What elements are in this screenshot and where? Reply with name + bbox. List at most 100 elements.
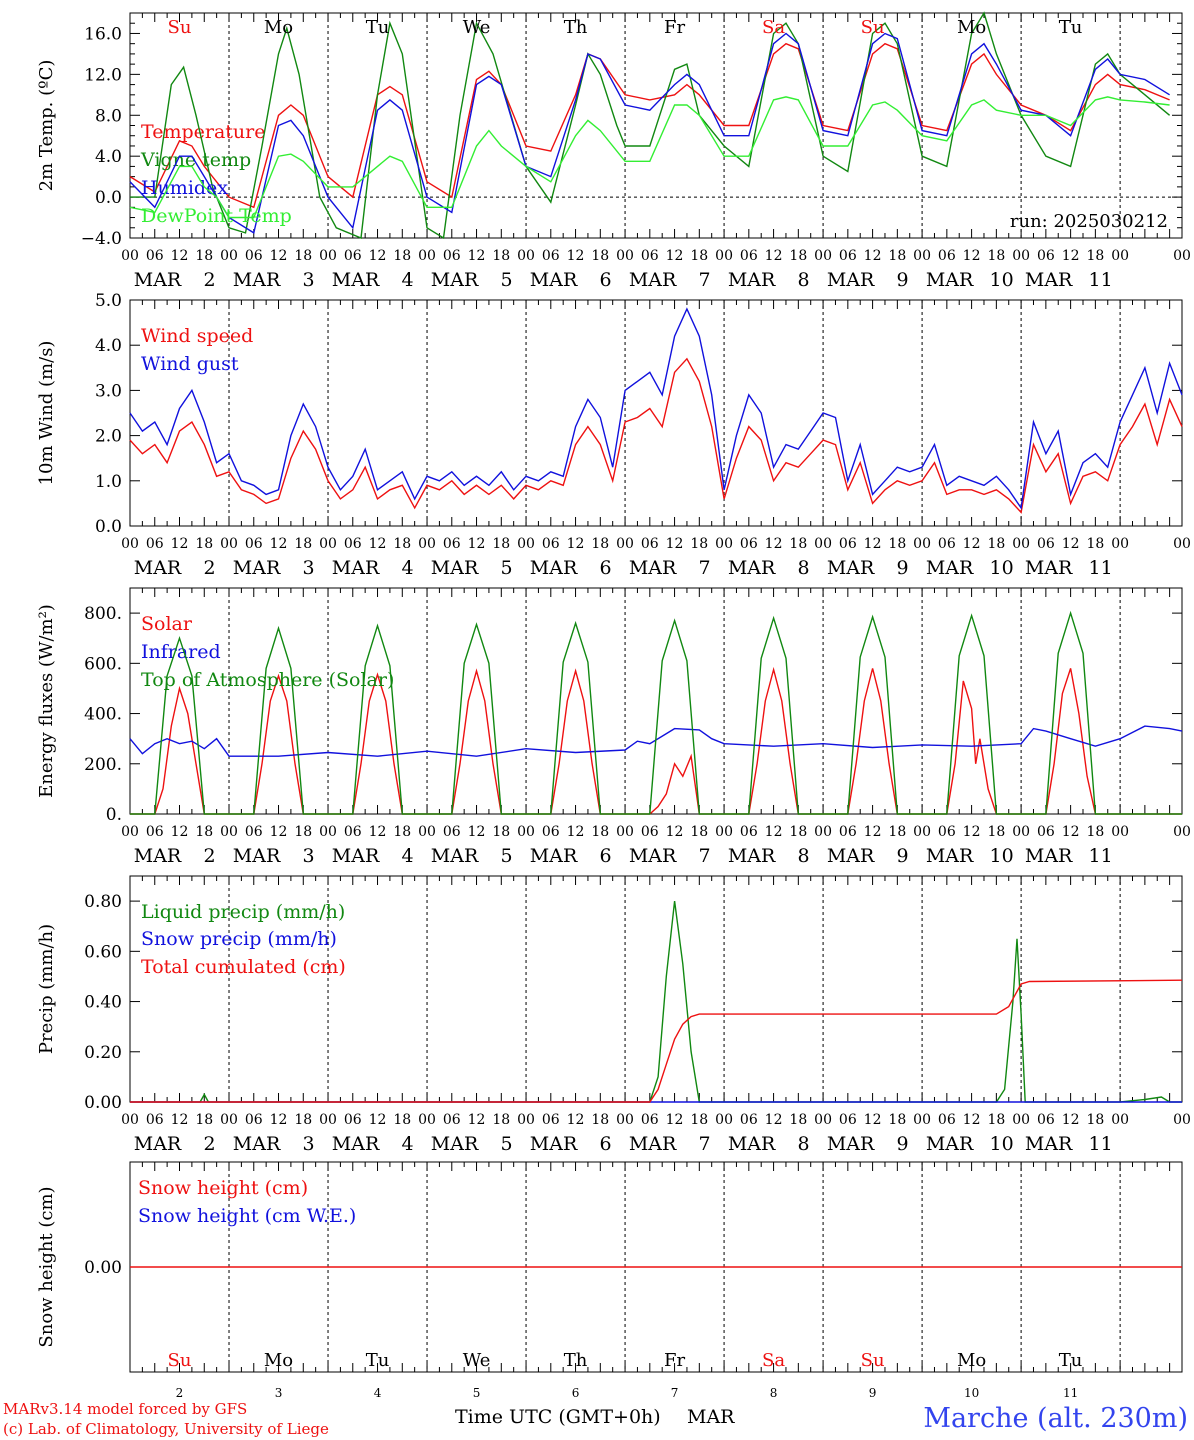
day-name-label: We <box>463 17 491 38</box>
x-date-label: 5 <box>500 1133 512 1155</box>
x-date-label: 2 <box>176 1386 184 1400</box>
x-hour-label: 18 <box>591 824 609 840</box>
day-name-label: Sa <box>762 17 785 38</box>
x-hour-label: 06 <box>542 536 560 552</box>
x-hour-label: 18 <box>195 824 213 840</box>
x-date-label: 3 <box>302 269 314 291</box>
x-month-label: MAR <box>1025 269 1073 291</box>
y-tick-label: 600. <box>84 654 122 674</box>
day-name-label: Tu <box>366 17 390 38</box>
x-month-label: MAR <box>431 1133 479 1155</box>
x-hour-label: 00 <box>1173 824 1191 840</box>
x-hour-label: 00 <box>1012 536 1030 552</box>
x-hour-label: 12 <box>171 824 189 840</box>
day-name-label: Sa <box>762 1350 785 1371</box>
x-date-label: 8 <box>798 845 810 867</box>
run-label: run: 2025030212 <box>1010 211 1168 232</box>
x-month-label: MAR <box>629 557 677 579</box>
x-hour-label: 12 <box>765 536 783 552</box>
x-month-label: MAR <box>134 557 182 579</box>
x-hour-label: 12 <box>765 1112 783 1128</box>
y-tick-label: 200. <box>84 755 122 775</box>
day-name-label: Th <box>564 17 588 38</box>
x-hour-label: 12 <box>864 248 882 264</box>
x-hour-label: 00 <box>1111 824 1129 840</box>
day-name-label: Mo <box>957 17 986 38</box>
x-hour-label: 18 <box>492 1112 510 1128</box>
x-hour-label: 12 <box>1062 536 1080 552</box>
x-month-label: MAR <box>926 1133 974 1155</box>
x-hour-label: 12 <box>567 824 585 840</box>
x-date-label: 7 <box>699 557 711 579</box>
x-hour-label: 06 <box>740 536 758 552</box>
x-month-label: MAR <box>1025 557 1073 579</box>
series-line-temperature <box>129 42 1170 209</box>
x-hour-label: 12 <box>369 536 387 552</box>
y-tick-label: 2.0 <box>95 427 122 447</box>
y-tick-label: 0.00 <box>84 1258 122 1278</box>
x-month-label: MAR <box>530 557 578 579</box>
x-date-label: 6 <box>572 1386 580 1400</box>
x-hour-label: 00 <box>121 248 139 264</box>
x-hour-label: 18 <box>393 248 411 264</box>
y-tick-label: 0.60 <box>84 942 122 962</box>
y-tick-label: 800. <box>84 604 122 624</box>
x-hour-label: 06 <box>443 248 461 264</box>
x-hour-label: 06 <box>839 824 857 840</box>
x-hour-label: 00 <box>517 536 535 552</box>
x-date-label: 3 <box>302 845 314 867</box>
x-hour-label: 00 <box>418 248 436 264</box>
x-hour-label: 18 <box>393 824 411 840</box>
y-tick-label: 0.80 <box>84 892 122 912</box>
x-month-label: MAR <box>431 269 479 291</box>
day-name-label: We <box>463 1350 491 1371</box>
x-date-label: 6 <box>600 845 612 867</box>
x-hour-label: 12 <box>468 248 486 264</box>
x-hour-label: 18 <box>888 1112 906 1128</box>
x-hour-label: 06 <box>641 248 659 264</box>
x-date-label: 4 <box>374 1386 382 1400</box>
x-hour-label: 00 <box>616 536 634 552</box>
x-hour-label: 18 <box>690 824 708 840</box>
x-hour-label: 00 <box>616 248 634 264</box>
x-date-label: 9 <box>897 269 909 291</box>
x-hour-label: 00 <box>913 536 931 552</box>
x-date-label: 6 <box>600 1133 612 1155</box>
x-month-label: MAR <box>431 557 479 579</box>
x-hour-label: 12 <box>666 536 684 552</box>
legend-entry: Total cumulated (cm) <box>141 956 346 978</box>
x-hour-label: 00 <box>220 536 238 552</box>
x-month-label: MAR <box>629 1133 677 1155</box>
x-month-label: MAR <box>332 269 380 291</box>
x-hour-label: 06 <box>938 824 956 840</box>
series-line-wind-speed <box>129 357 1183 514</box>
x-date-label: 9 <box>897 845 909 867</box>
x-hour-label: 06 <box>839 536 857 552</box>
x-hour-label: 06 <box>245 536 263 552</box>
x-hour-label: 06 <box>542 1112 560 1128</box>
x-hour-label: 06 <box>1037 1112 1055 1128</box>
x-hour-label: 00 <box>1111 1112 1129 1128</box>
panel-5: 0.00 Snow height (cm) Snow height (cm) Snow… <box>36 1161 1183 1400</box>
day-name-label: Fr <box>664 1350 685 1371</box>
x-hour-label: 12 <box>468 1112 486 1128</box>
x-month-label: MAR <box>827 557 875 579</box>
x-hour-label: 00 <box>517 248 535 264</box>
x-hour-label: 00 <box>913 1112 931 1128</box>
x-hour-label: 18 <box>987 1112 1005 1128</box>
x-date-label: 11 <box>1089 1133 1113 1155</box>
legend-entry: DewPoint Temp <box>141 205 292 227</box>
x-hour-label: 18 <box>294 248 312 264</box>
x-hour-label: 06 <box>1037 248 1055 264</box>
series-line-vigne-temp <box>130 11 1171 240</box>
x-month-label: MAR <box>332 845 380 867</box>
x-hour-label: 12 <box>666 248 684 264</box>
x-hour-label: 06 <box>1037 824 1055 840</box>
x-hour-label: 06 <box>344 1112 362 1128</box>
x-hour-label: 06 <box>146 536 164 552</box>
legend-entry: Wind gust <box>141 353 239 375</box>
x-month-label: MAR <box>827 1133 875 1155</box>
x-hour-label: 18 <box>789 824 807 840</box>
x-hour-label: 00 <box>319 1112 337 1128</box>
